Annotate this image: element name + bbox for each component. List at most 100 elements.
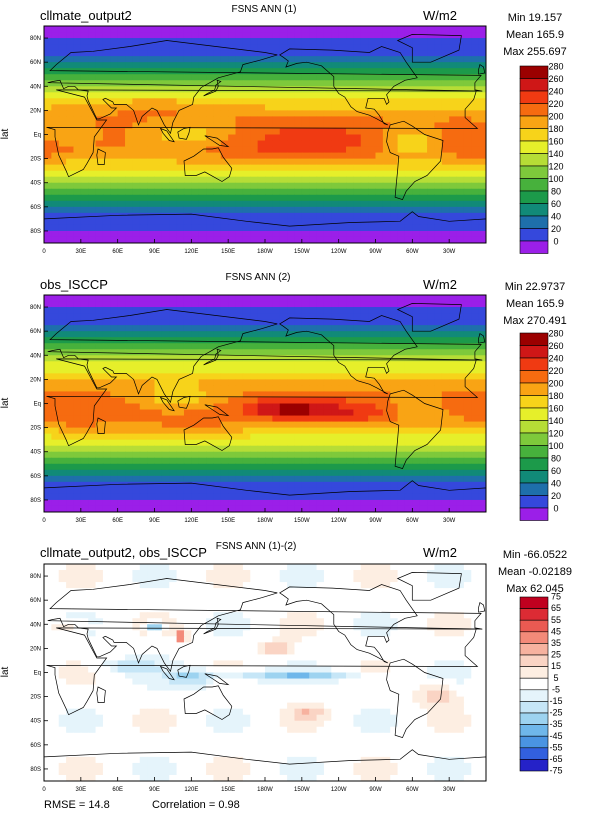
field-cell <box>353 50 362 57</box>
field-cell <box>368 451 376 459</box>
field-cell <box>441 62 450 69</box>
field-cell <box>360 343 369 350</box>
field-cell <box>102 74 111 81</box>
field-cell <box>427 337 435 344</box>
field-cell <box>117 86 126 93</box>
field-cell <box>139 158 148 166</box>
field-cell <box>404 116 413 123</box>
field-cell <box>220 38 229 45</box>
field-cell <box>73 343 82 350</box>
field-cell <box>44 50 52 57</box>
field-cell <box>368 50 376 57</box>
field-cell <box>346 104 354 111</box>
field-cell <box>125 158 133 166</box>
field-cell <box>66 80 74 87</box>
field-cell <box>161 379 170 386</box>
field-cell <box>412 325 421 332</box>
field-cell <box>80 367 89 374</box>
field-cell <box>265 104 273 111</box>
field-cell <box>316 409 325 417</box>
field-cell <box>294 582 303 589</box>
field-cell <box>390 295 399 302</box>
field-cell <box>287 38 295 45</box>
field-cell <box>44 391 52 398</box>
field-cell <box>191 152 200 160</box>
field-cell <box>360 146 369 154</box>
field-cell <box>338 331 347 338</box>
field-cell <box>132 194 141 202</box>
field-cell <box>346 188 354 196</box>
field-cell <box>44 325 52 332</box>
field-cell <box>228 403 237 411</box>
field-cell <box>110 194 119 202</box>
field-cell <box>404 68 413 75</box>
field-cell <box>125 373 133 380</box>
field-cell <box>294 38 303 45</box>
field-cell <box>412 188 421 196</box>
field-cell <box>449 44 458 51</box>
field-cell <box>353 564 362 571</box>
field-cell <box>323 588 332 595</box>
field-cell <box>176 110 185 117</box>
field-cell <box>220 164 229 172</box>
field-cell <box>169 104 178 111</box>
field-cell <box>117 80 126 87</box>
field-cell <box>95 409 104 417</box>
field-cell <box>95 92 104 99</box>
field-cell <box>397 505 406 513</box>
field-cell <box>51 576 60 583</box>
field-cell <box>397 74 406 81</box>
field-cell <box>213 86 222 93</box>
field-cell <box>125 32 133 39</box>
field-cell <box>88 295 97 302</box>
field-cell <box>323 158 332 166</box>
field-cell <box>412 194 421 202</box>
field-cell <box>427 110 435 117</box>
field-cell <box>139 44 148 51</box>
field-cell <box>161 373 170 380</box>
field-cell <box>279 487 288 495</box>
field-cell <box>250 44 259 51</box>
field-cell <box>213 588 222 595</box>
field-cell <box>139 439 148 447</box>
field-cell <box>434 170 443 178</box>
field-cell <box>323 439 332 447</box>
field-cell <box>338 409 347 417</box>
panel-2-units: W/m2 <box>423 277 457 292</box>
field-cell <box>316 80 325 87</box>
colorbar-swatch <box>519 382 549 396</box>
field-cell <box>272 86 281 93</box>
field-cell <box>272 134 281 142</box>
field-cell <box>463 295 472 302</box>
field-cell <box>265 236 273 244</box>
field-cell <box>279 182 288 190</box>
field-cell <box>360 451 369 459</box>
field-cell <box>80 600 89 607</box>
field-cell <box>73 38 82 45</box>
field-cell <box>198 385 207 392</box>
colorbar-label: 180 <box>548 391 563 401</box>
field-cell <box>125 379 133 386</box>
field-cell <box>309 576 318 583</box>
field-cell <box>176 80 185 87</box>
field-cell <box>176 146 185 154</box>
field-cell <box>58 104 67 111</box>
field-cell <box>213 421 222 429</box>
field-cell <box>449 505 458 513</box>
field-cell <box>382 331 391 338</box>
field-cell <box>323 319 332 326</box>
field-cell <box>125 391 133 398</box>
field-cell <box>404 385 413 392</box>
field-cell <box>456 206 465 214</box>
field-cell <box>301 44 310 51</box>
field-cell <box>353 182 362 190</box>
field-cell <box>390 56 399 63</box>
field-cell <box>102 62 111 69</box>
colorbar-label: 40 <box>551 479 561 489</box>
field-cell <box>397 224 406 232</box>
field-cell <box>375 594 384 601</box>
field-cell <box>279 385 288 392</box>
field-cell <box>250 170 259 178</box>
field-cell <box>449 397 458 404</box>
field-cell <box>191 110 200 117</box>
